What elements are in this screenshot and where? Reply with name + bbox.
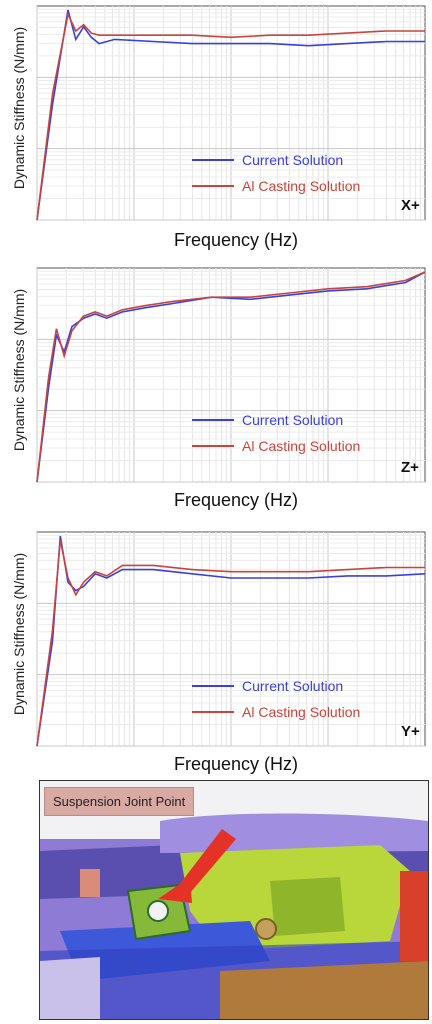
legend-label: Current Solution <box>242 152 343 168</box>
series-line-al-casting-solution <box>36 271 426 483</box>
legend-label: Al Casting Solution <box>242 438 360 454</box>
x-axis-label-x: Frequency (Hz) <box>173 230 299 250</box>
cad-illustration <box>40 781 428 1019</box>
direction-tag: Y+ <box>401 723 420 740</box>
direction-tag: X+ <box>401 197 420 214</box>
legend-label: Current Solution <box>242 412 343 428</box>
chart-panel-x: Current Solution Al Casting Solution X+ Dy… <box>0 0 432 255</box>
chart-x-plus: Current Solution Al Casting Solution X+ <box>36 5 426 221</box>
chart-y-plus: Current Solution Al Casting Solution Y+ <box>36 531 426 747</box>
cad-photo: Suspension Joint Point <box>39 780 429 1020</box>
direction-tag: Z+ <box>401 459 419 476</box>
series-line-current-solution <box>36 9 425 221</box>
x-axis-label-z: Frequency (Hz) <box>173 490 299 510</box>
series-line-al-casting-solution <box>36 540 425 747</box>
legend-label: Al Casting Solution <box>242 704 360 720</box>
y-axis-label-x: Dynamic Stiffness (N/mm) <box>11 26 27 190</box>
x-axis-label-y: Frequency (Hz) <box>173 754 299 774</box>
chart-z-plus: Current Solution Al Casting Solution Z+ <box>36 267 426 483</box>
chart-panel-z: Current Solution Al Casting Solution Z+ Dy… <box>0 262 432 517</box>
suspension-joint-label: Suspension Joint Point <box>44 787 195 816</box>
legend-label: Current Solution <box>242 678 343 694</box>
legend-label: Al Casting Solution <box>242 178 360 194</box>
chart-panel-y: Current Solution Al Casting Solution Y+ Dy… <box>0 526 432 781</box>
y-axis-label-z: Dynamic Stiffness (N/mm) <box>11 288 27 452</box>
y-axis-label-y: Dynamic Stiffness (N/mm) <box>11 552 27 716</box>
series-line-al-casting-solution <box>36 11 425 221</box>
